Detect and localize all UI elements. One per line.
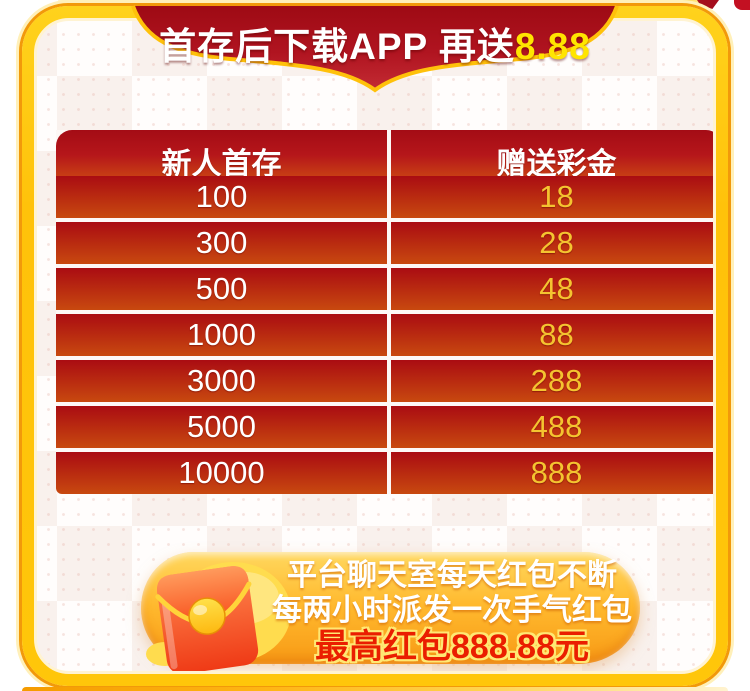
promo-card-frame: 新人首存 赠送彩金 100 18 300 28 500 48 1000 88 3000 288 50…	[22, 6, 728, 686]
ribbon-title-main: 首存后下载APP 再送	[159, 26, 515, 67]
bonus-cell: 288	[391, 360, 713, 402]
ribbon-title: 首存后下载APP 再送8.88	[130, 16, 620, 70]
deposit-cell: 5000	[56, 406, 387, 448]
promo-max-amount: 最高红包888.88元	[315, 628, 589, 666]
bonus-cell: 28	[391, 222, 713, 264]
next-card-edge	[22, 687, 728, 691]
deposit-cell: 100	[56, 176, 387, 218]
ribbon-banner[interactable]: 首存后下载APP 再送8.88	[130, 2, 620, 100]
promo-text-block: 平台聊天室每天红包不断 每两小时派发一次手气红包 最高红包888.88元	[269, 558, 635, 666]
bonus-cell: 488	[391, 406, 713, 448]
bonus-cell: 88	[391, 314, 713, 356]
previous-card-edge	[58, 0, 716, 7]
deposit-cell: 500	[56, 268, 387, 310]
red-envelope-promo-banner[interactable]: 平台聊天室每天红包不断 每两小时派发一次手气红包 最高红包888.88元	[141, 552, 640, 671]
deposit-cell: 300	[56, 222, 387, 264]
bonus-cell: 18	[391, 176, 713, 218]
promo-line-1: 平台聊天室每天红包不断	[287, 559, 617, 592]
deposit-cell: 1000	[56, 314, 387, 356]
ribbon-title-amount: 8.88	[514, 26, 591, 67]
bonus-cell: 888	[391, 452, 713, 494]
promo-line-2: 每两小时派发一次手气红包	[272, 594, 632, 627]
bonus-cell: 48	[391, 268, 713, 310]
deposit-bonus-table: 新人首存 赠送彩金 100 18 300 28 500 48 1000 88 3000 288 50…	[56, 130, 713, 494]
red-envelope-icon	[133, 550, 293, 671]
promo-card-background: 新人首存 赠送彩金 100 18 300 28 500 48 1000 88 3000 288 50…	[34, 18, 716, 674]
red-edge-decoration	[734, 0, 750, 10]
red-corner-decoration	[697, 0, 719, 9]
deposit-cell: 10000	[56, 452, 387, 494]
deposit-cell: 3000	[56, 360, 387, 402]
